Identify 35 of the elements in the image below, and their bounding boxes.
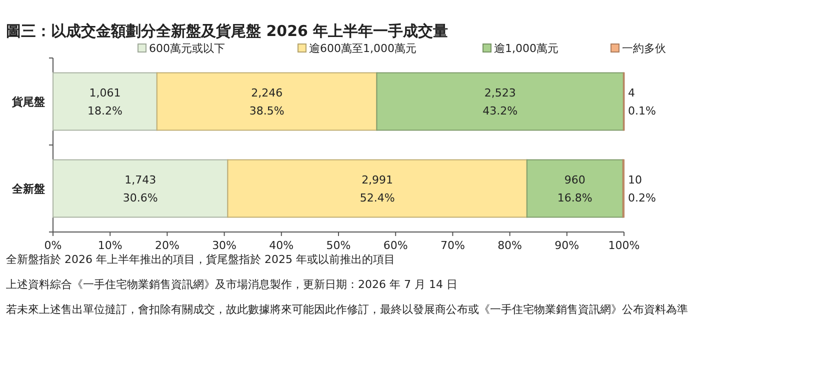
text: 全新盤指於 2026 年上半年推出的項目，貨尾盤指於 2025 年或以前推出的項目 — [6, 253, 395, 266]
x-tick-label: 70% — [440, 239, 465, 252]
x-tick-label: 0% — [44, 239, 62, 252]
x-tick-label: 60% — [383, 239, 408, 252]
chart-title: 圖三：以成交金額劃分全新盤及貨尾盤 2026 年上半年一手成交量 — [6, 22, 448, 40]
legend-label: 600萬元或以下 — [149, 42, 225, 55]
data-label: 10 0.2% — [628, 174, 656, 204]
data-label: 1,061 18.2% — [87, 86, 122, 118]
bar — [52, 159, 228, 218]
x-tick-label: 80% — [498, 239, 522, 252]
data-label: 2,991 52.4% — [360, 174, 395, 204]
legend-label: 逾1,000萬元 — [494, 42, 558, 55]
x-tick-label: 20% — [154, 239, 180, 252]
text: 若未來上述售出單位撻訂，會扣除有關成交，故此數據將來可能因此作修訂，最終以發展商公布或《一手住宅物業銷售資訊網》公布資料為準 — [6, 303, 688, 316]
data-label: 2,246 38.5% — [249, 86, 284, 118]
data-label: 1,743 30.6% — [122, 174, 158, 204]
data-label: 960 16.8% — [557, 174, 592, 204]
data-label: 2,523 43.2% — [482, 86, 518, 118]
legend-label: 一約多伙 — [622, 42, 666, 55]
bar — [376, 72, 624, 131]
bar — [227, 159, 528, 218]
x-tick-label: 40% — [269, 239, 294, 252]
x-tick-label: 50% — [326, 239, 351, 252]
text: 上述資料綜合《一手住宅物業銷售資訊網》及市場消息製作，更新日期：2026 年 7 月 14 日 — [6, 278, 458, 291]
x-tick-label: 100% — [608, 239, 640, 252]
bar — [156, 72, 378, 131]
bar — [52, 72, 158, 131]
data-label: 4 0.1% — [628, 86, 656, 118]
y-tick-label: 貨尾盤 — [11, 96, 45, 108]
legend-label: 逾600萬至1,000萬元 — [309, 42, 416, 55]
bar — [526, 159, 624, 218]
x-tick-label: 10% — [98, 239, 122, 252]
y-tick-label: 全新盤 — [11, 182, 45, 196]
x-tick-label: 30% — [212, 239, 237, 252]
x-tick-label: 90% — [554, 239, 580, 252]
